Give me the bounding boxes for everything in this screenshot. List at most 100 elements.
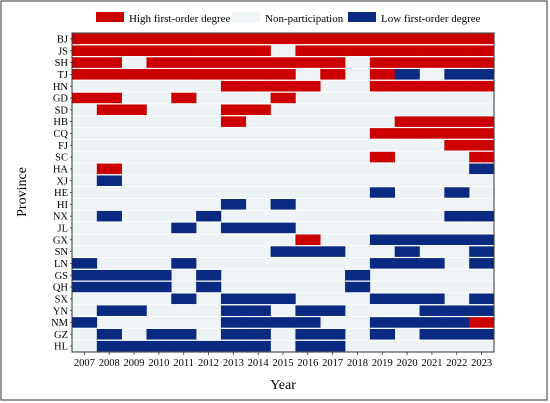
row-separators bbox=[72, 44, 494, 341]
cell-hl-2008 bbox=[96, 340, 122, 352]
cell-bj-2009 bbox=[121, 33, 147, 45]
cell-hl-2017 bbox=[320, 340, 346, 352]
cell-sx-2013 bbox=[220, 293, 247, 305]
cell-hl-2016 bbox=[295, 340, 321, 352]
cell-qh-2008 bbox=[96, 281, 122, 293]
cell-ha-2023 bbox=[469, 163, 495, 175]
cell-jl-2014 bbox=[245, 222, 271, 234]
cell-yn-2016 bbox=[295, 305, 321, 316]
cell-sh-2015 bbox=[270, 57, 296, 68]
cell-bj-2012 bbox=[196, 33, 222, 45]
cell-bj-2021 bbox=[419, 33, 445, 45]
cell-bj-2020 bbox=[394, 33, 420, 45]
cell-sx-2014 bbox=[245, 293, 271, 305]
y-tick-gx: GX bbox=[53, 235, 69, 246]
cell-js-2017 bbox=[320, 45, 346, 57]
y-tick-nx: NX bbox=[53, 212, 69, 223]
legend-label-low: Low first-order degree bbox=[381, 13, 481, 25]
cell-tj-2014 bbox=[245, 69, 271, 80]
cell-nm-2015 bbox=[270, 317, 296, 328]
cell-cq-2019 bbox=[369, 128, 395, 139]
cell-sc-2023 bbox=[469, 151, 495, 163]
cell-tj-2012 bbox=[196, 69, 222, 80]
cell-sd-2013 bbox=[220, 104, 247, 116]
x-tick-2014: 2014 bbox=[248, 358, 270, 369]
cell-bj-2018 bbox=[345, 33, 371, 45]
cell-jl-2015 bbox=[270, 222, 296, 234]
x-tick-2018: 2018 bbox=[347, 358, 368, 369]
cell-gd-2015 bbox=[270, 92, 296, 104]
cell-bj-2011 bbox=[171, 33, 197, 45]
cell-gs-2007 bbox=[72, 269, 98, 281]
heatmap-cells bbox=[72, 33, 495, 352]
cell-tj-2010 bbox=[146, 69, 172, 80]
cell-js-2016 bbox=[295, 45, 321, 57]
cell-tj-2020 bbox=[394, 69, 420, 80]
cell-nx-2022 bbox=[444, 210, 470, 222]
cell-gx-2016 bbox=[295, 234, 321, 246]
cell-js-2014 bbox=[245, 45, 271, 57]
cell-js-2012 bbox=[196, 45, 222, 57]
cell-gz-2017 bbox=[320, 328, 346, 340]
cell-ha-2008 bbox=[96, 163, 122, 175]
y-tick-sc: SC bbox=[55, 153, 68, 164]
cell-hn-2020 bbox=[394, 80, 420, 92]
y-tick-cq: CQ bbox=[53, 129, 68, 140]
cell-js-2008 bbox=[96, 45, 122, 57]
cell-nm-2007 bbox=[72, 317, 98, 328]
cell-ln-2020 bbox=[394, 258, 420, 269]
cell-gz-2008 bbox=[96, 328, 122, 340]
cell-bj-2016 bbox=[295, 33, 321, 45]
cell-sh-2017 bbox=[320, 57, 346, 68]
cell-sh-2019 bbox=[369, 57, 395, 68]
cell-sx-2023 bbox=[469, 293, 495, 305]
y-tick-gs: GS bbox=[55, 271, 69, 282]
cell-js-2011 bbox=[171, 45, 197, 57]
y-tick-jl: JL bbox=[58, 224, 69, 235]
cell-sh-2011 bbox=[171, 57, 197, 68]
cell-tj-2015 bbox=[270, 69, 296, 80]
cell-bj-2008 bbox=[96, 33, 122, 45]
legend-swatch-high bbox=[96, 12, 124, 22]
y-tick-sx: SX bbox=[55, 294, 69, 305]
cell-bj-2023 bbox=[469, 33, 495, 45]
cell-hl-2011 bbox=[171, 340, 197, 352]
cell-xj-2008 bbox=[96, 175, 122, 186]
cell-bj-2017 bbox=[320, 33, 346, 45]
cell-sn-2017 bbox=[320, 246, 346, 257]
cell-sh-2021 bbox=[419, 57, 445, 68]
legend-swatch-low bbox=[348, 12, 376, 22]
cell-hn-2022 bbox=[444, 80, 470, 92]
cell-nm-2016 bbox=[295, 317, 321, 328]
cell-gs-2018 bbox=[345, 269, 371, 281]
x-tick-2013: 2013 bbox=[223, 358, 244, 369]
cell-sh-2012 bbox=[196, 57, 222, 68]
cell-gd-2008 bbox=[96, 92, 122, 104]
cell-hb-2013 bbox=[220, 116, 247, 127]
y-tick-sh: SH bbox=[55, 58, 69, 69]
cell-nm-2014 bbox=[245, 317, 271, 328]
x-axis-title: Year bbox=[270, 378, 296, 393]
cell-nm-2013 bbox=[220, 317, 247, 328]
cell-gz-2013 bbox=[220, 328, 247, 340]
cell-tj-2011 bbox=[171, 69, 197, 80]
cell-js-2019 bbox=[369, 45, 395, 57]
legend: High first-order degree Non-participatio… bbox=[96, 12, 481, 25]
cell-qh-2009 bbox=[121, 281, 147, 293]
cell-gx-2021 bbox=[419, 234, 445, 246]
cell-ln-2011 bbox=[171, 258, 197, 269]
legend-label-high: High first-order degree bbox=[129, 13, 231, 25]
cell-gx-2019 bbox=[369, 234, 395, 246]
y-tick-fj: FJ bbox=[58, 141, 68, 152]
y-tick-js: JS bbox=[58, 46, 68, 57]
cell-nx-2012 bbox=[196, 210, 222, 222]
cell-yn-2009 bbox=[121, 305, 147, 316]
cell-hl-2012 bbox=[196, 340, 222, 352]
cell-nx-2023 bbox=[469, 210, 495, 222]
cell-nm-2019 bbox=[369, 317, 395, 328]
y-tick-sd: SD bbox=[55, 105, 69, 116]
cell-gd-2007 bbox=[72, 92, 98, 104]
y-tick-gd: GD bbox=[53, 94, 69, 105]
cell-nx-2008 bbox=[96, 210, 122, 222]
